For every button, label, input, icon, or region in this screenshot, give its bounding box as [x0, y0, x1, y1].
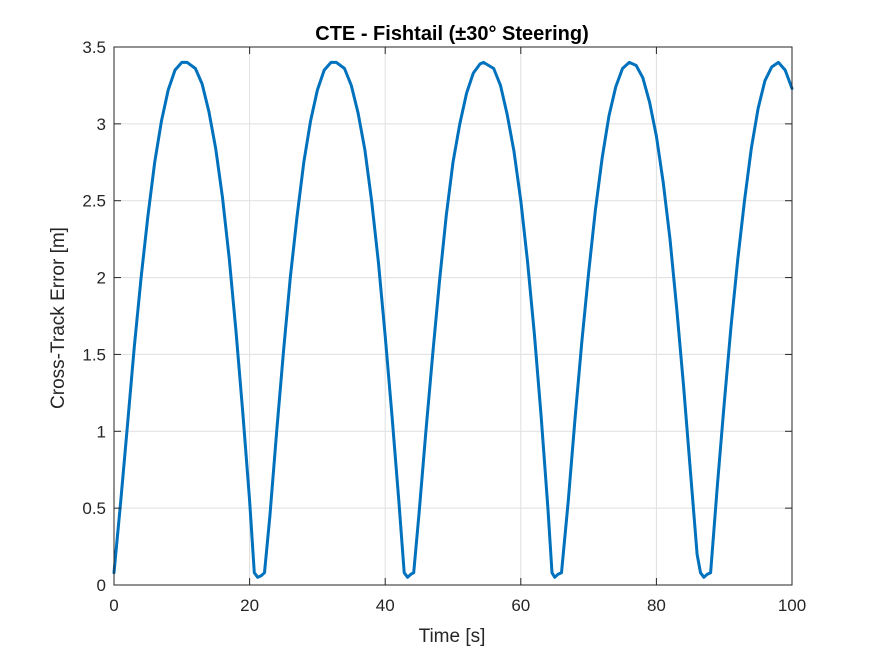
y-tick-label: 0.5: [82, 499, 106, 518]
y-tick-label: 1: [97, 422, 106, 441]
y-tick-label: 1.5: [82, 345, 106, 364]
axes-box: [113, 46, 793, 586]
series-line-0: [112, 60, 794, 579]
series-layer: [112, 60, 794, 579]
y-tick-label: 3.5: [82, 38, 106, 57]
y-tick-label: 3: [97, 115, 106, 134]
x-tick-label: 40: [376, 596, 395, 615]
x-tick-label: 60: [511, 596, 530, 615]
ticks: [113, 46, 793, 586]
y-tick-label: 0: [97, 576, 106, 595]
x-axis-label: Time [s]: [419, 626, 486, 647]
plot-area: [114, 47, 792, 585]
tick-labels: 0 20 40 60 80 100 0 0.5 1 1.5 2 2.5 3 3.5: [82, 38, 806, 615]
x-tick-label: 0: [109, 596, 118, 615]
y-tick-label: 2: [97, 269, 106, 288]
y-tick-label: 2.5: [82, 192, 106, 211]
x-tick-label: 20: [240, 596, 259, 615]
x-tick-label: 100: [778, 596, 806, 615]
y-axis-label: Cross-Track Error [m]: [48, 227, 69, 409]
x-tick-label: 80: [647, 596, 666, 615]
chart-title: CTE - Fishtail (±30° Steering): [315, 23, 588, 45]
